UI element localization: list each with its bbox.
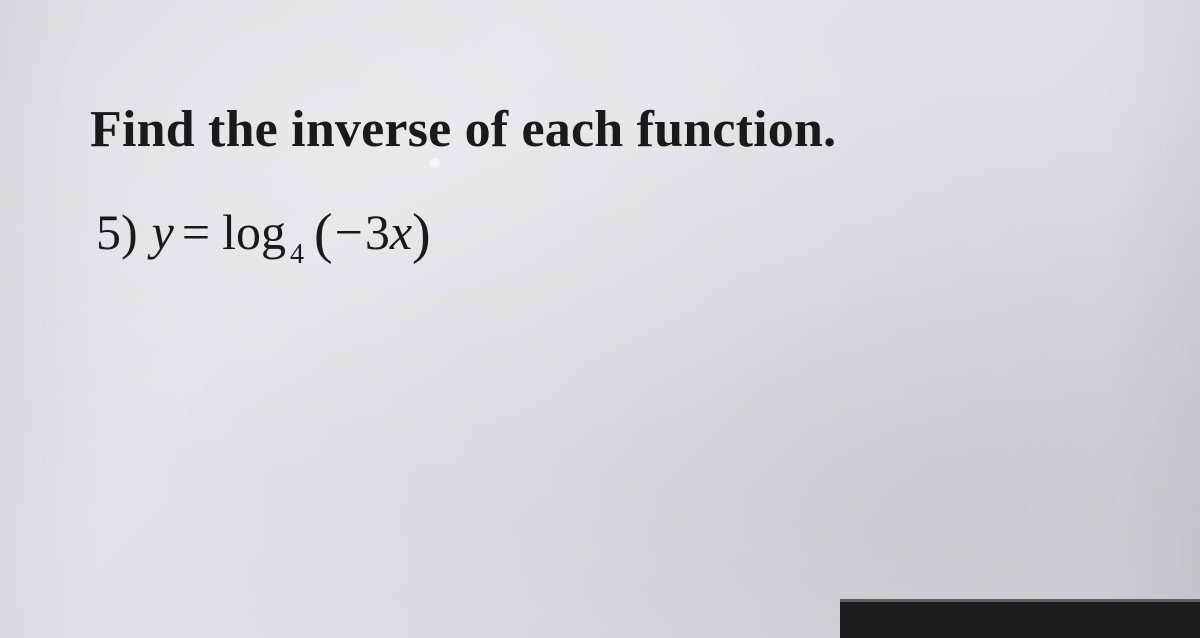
- equation: y = log 4 ( − 3 x ): [152, 203, 431, 261]
- problem-5: 5) y = log 4 ( − 3 x ): [90, 203, 1110, 261]
- log-argument: ( − 3 x ): [314, 203, 431, 261]
- lhs-variable-y: y: [152, 203, 174, 261]
- log-function: log: [222, 203, 286, 261]
- problem-number: 5): [96, 203, 138, 261]
- coefficient: 3: [365, 203, 390, 261]
- log-base: 4: [290, 239, 304, 271]
- variable-x: x: [390, 203, 412, 261]
- negative-sign: −: [335, 203, 363, 261]
- equals-sign: =: [182, 203, 210, 261]
- instruction-heading: Find the inverse of each function.: [90, 100, 1110, 159]
- bottom-dark-bar: [840, 599, 1200, 638]
